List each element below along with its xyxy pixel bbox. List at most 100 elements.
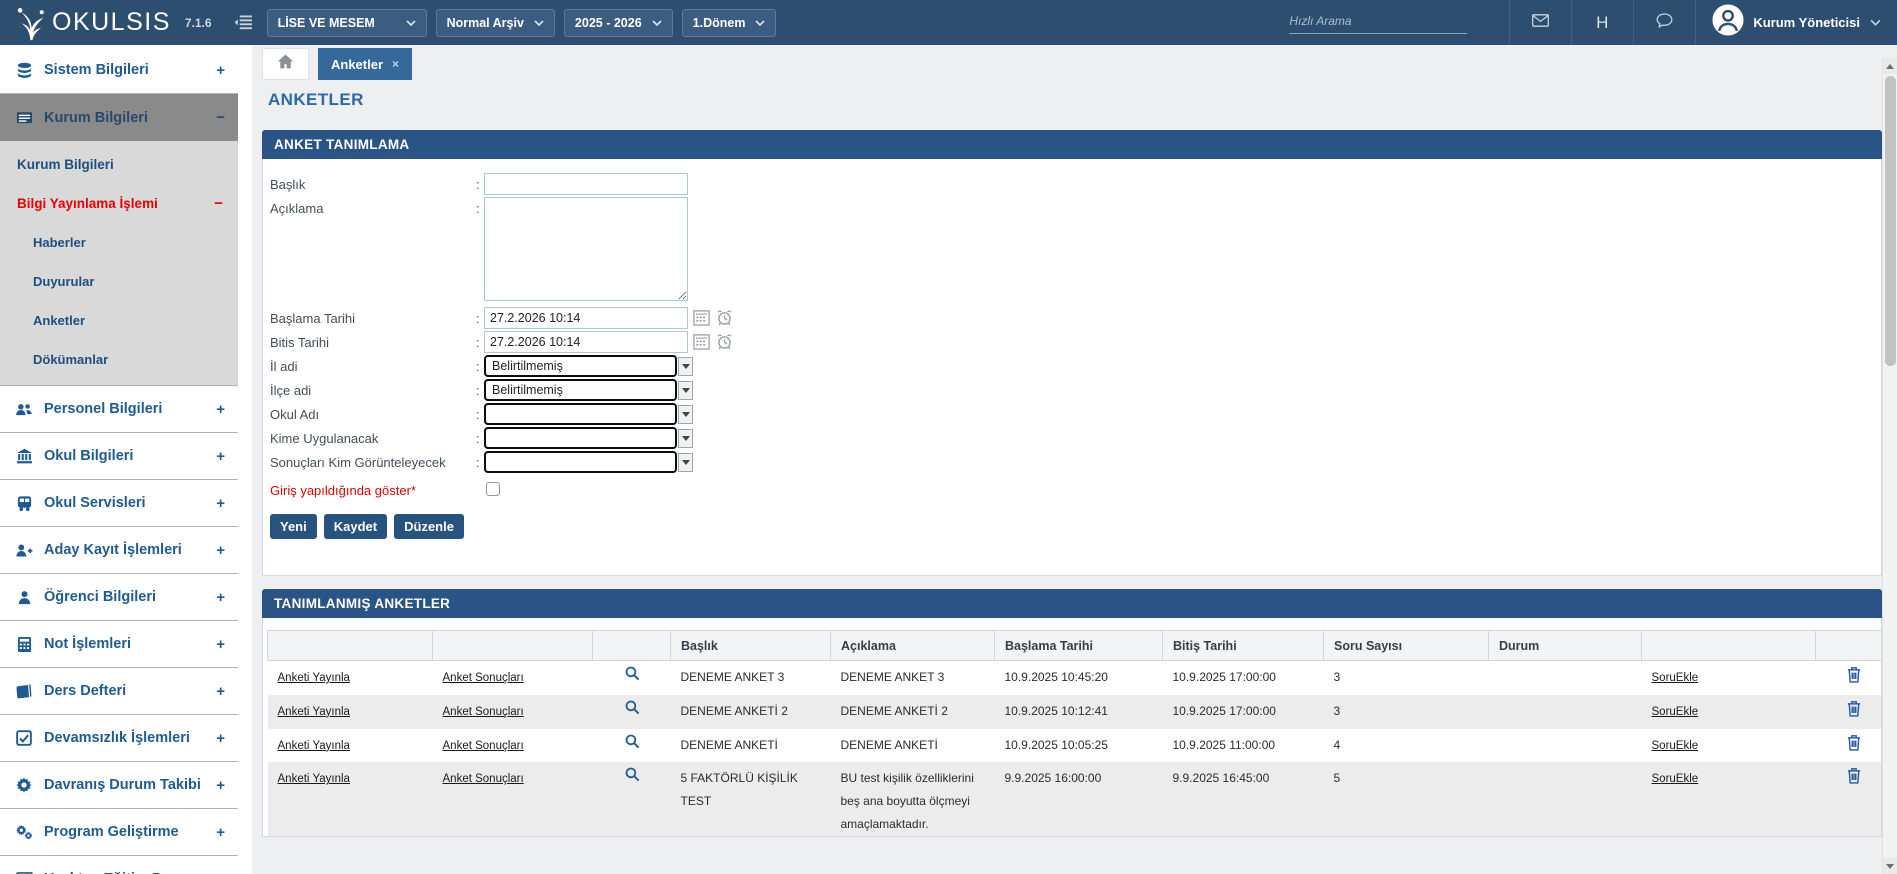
start-date-field[interactable] (484, 307, 688, 329)
archive-select[interactable]: Normal Arşiv (435, 8, 555, 37)
sidebar-collapse-icon[interactable] (234, 15, 253, 30)
column-header-blank-10 (1815, 630, 1881, 661)
magnifier-icon[interactable] (625, 734, 640, 752)
survey-title: 5 FAKTÖRLÜ KİŞİLİK TEST (680, 771, 798, 809)
end-date-field[interactable] (484, 331, 688, 353)
dropdown-arrow-icon[interactable] (678, 405, 693, 424)
sidebar-item-label: Okul Servisleri (44, 495, 146, 511)
school-type-select[interactable]: LİSE VE MESEM (266, 8, 427, 37)
dropdown-arrow-icon[interactable] (678, 453, 693, 472)
sidebar-item-uzaktan-egitim-programi[interactable]: Uzaktan Eğitim Programı+ (0, 856, 238, 874)
sidebar-item-okul-bilgileri[interactable]: Okul Bilgileri + (0, 433, 238, 480)
feedback-button[interactable] (1633, 0, 1695, 45)
clock-icon[interactable] (716, 309, 734, 327)
sidebar-item-aday-kayit-i-slemleri[interactable]: Aday Kayıt İşlemleri + (0, 527, 238, 574)
edit-button[interactable]: Düzenle (394, 514, 464, 539)
bank-icon (14, 448, 34, 464)
scroll-down-arrow-icon[interactable] (1883, 858, 1897, 874)
publish-survey-link[interactable]: Anketi Yayınla (277, 672, 350, 684)
table-cell: Anketi Yayınla (267, 762, 433, 836)
trash-icon[interactable] (1847, 700, 1861, 720)
school-year-select[interactable]: 2025 - 2026 (563, 8, 673, 37)
content-scrollbar-thumb[interactable] (1885, 76, 1896, 366)
sidebar-subitem-anketler[interactable]: Anketler (0, 301, 238, 340)
add-question-link[interactable]: SoruEkle (1651, 672, 1699, 684)
tab-home[interactable] (262, 48, 309, 80)
label-separator: : (476, 407, 480, 422)
target-audience-select[interactable] (484, 427, 693, 449)
sidebar-item-ders-defteri[interactable]: Ders Defteri + (0, 668, 238, 715)
column-header-baslik: Başlık (670, 630, 831, 661)
table-cell: Anket Sonuçları (433, 729, 593, 763)
sidebar-item-okul-servisleri[interactable]: Okul Servisleri + (0, 480, 238, 527)
chevron-down-icon (652, 19, 662, 26)
sidebar-item-program-gelistirme[interactable]: Program Geliştirme + (0, 809, 238, 856)
sidebar-subitem-dokumanlar[interactable]: Dökümanlar (0, 340, 238, 379)
add-question-link[interactable]: SoruEkle (1651, 705, 1699, 718)
results-viewer-select[interactable] (484, 451, 693, 473)
survey-end-date: 10.9.2025 17:00:00 (1172, 703, 1276, 718)
calendar-icon[interactable] (693, 309, 711, 327)
magnifier-icon[interactable] (625, 666, 640, 684)
new-button[interactable]: Yeni (270, 514, 317, 539)
dropdown-arrow-icon[interactable] (678, 357, 693, 376)
expand-plus-icon: + (216, 541, 225, 559)
term-select[interactable]: 1.Dönem (681, 8, 777, 37)
publish-survey-link[interactable]: Anketi Yayınla (277, 705, 350, 718)
school-select[interactable] (484, 403, 693, 425)
main-content: Anketler × ANKETLER ANKET TANIMLAMA Başl… (252, 45, 1897, 874)
close-icon[interactable]: × (392, 57, 400, 71)
sidebar-item-sistem-bilgileri[interactable]: Sistem Bilgileri + (0, 47, 238, 94)
survey-title: DENEME ANKETİ 2 (680, 703, 788, 718)
sidebar-item-davranis-durum-takibi[interactable]: Davranış Durum Takibi + (0, 762, 238, 809)
show-on-login-checkbox[interactable] (486, 482, 500, 496)
content-scrollbar[interactable] (1882, 58, 1897, 874)
description-field[interactable] (484, 197, 688, 301)
sidebar-item-not-i-slemleri[interactable]: Not İşlemleri + (0, 621, 238, 668)
tab-anketler[interactable]: Anketler × (318, 48, 413, 80)
surveys-table: Başlık Açıklama Başlama Tarihi Bitiş Tarihi… (267, 630, 1882, 836)
publish-survey-link[interactable]: Anketi Yayınla (277, 739, 350, 752)
user-menu[interactable]: Kurum Yöneticisi (1695, 0, 1897, 45)
save-button[interactable]: Kaydet (323, 514, 388, 539)
table-cell: Anket Sonuçları (432, 762, 593, 836)
sidebar-subitem-kurum-bilgileri[interactable]: Kurum Bilgileri (0, 145, 238, 184)
add-question-link[interactable]: SoruEkle (1651, 739, 1699, 752)
trash-icon[interactable] (1847, 768, 1861, 787)
dropdown-arrow-icon[interactable] (678, 429, 693, 448)
label-separator: : (476, 335, 480, 350)
sidebar-item-devamsizlik-i-slemleri[interactable]: Devamsızlık İşlemleri + (0, 715, 238, 762)
table-cell: Anket Sonuçları (433, 661, 593, 695)
magnifier-icon[interactable] (625, 700, 640, 718)
sidebar-item-kurum-bilgileri[interactable]: Kurum Bilgileri − (0, 94, 238, 141)
publish-survey-link[interactable]: Anketi Yayınla (277, 773, 350, 786)
magnifier-icon[interactable] (625, 768, 640, 785)
quick-search-input[interactable] (1289, 13, 1468, 28)
shortcut-button[interactable]: H (1571, 0, 1633, 45)
dropdown-arrow-icon[interactable] (678, 381, 693, 400)
trash-icon[interactable] (1847, 667, 1861, 686)
scroll-up-arrow-icon[interactable] (1883, 58, 1897, 74)
clock-icon[interactable] (716, 333, 734, 351)
column-header-soru-sayisi: Soru Sayısı (1323, 630, 1489, 661)
sidebar-subitem-bilgi-yayinlama-i-slemi[interactable]: Bilgi Yayınlama İşlemi − (0, 184, 238, 223)
survey-row: Anketi Yayınla Anket Sonuçları DENEME ANKE… (268, 729, 1882, 763)
survey-results-link[interactable]: Anket Sonuçları (442, 705, 524, 718)
sidebar-subitem-haberler[interactable]: Haberler (0, 223, 238, 262)
district-select[interactable]: Belirtilmemiş (484, 379, 693, 401)
title-field[interactable] (484, 173, 688, 195)
sidebar-subitem-duyurular[interactable]: Duyurular (0, 262, 238, 301)
app-logo[interactable]: OKULSIS 7.1.6 (0, 4, 212, 42)
messages-button[interactable] (1509, 0, 1571, 45)
calendar-icon[interactable] (693, 333, 711, 351)
add-question-link[interactable]: SoruEkle (1651, 773, 1699, 786)
sidebar-item-ogrenci-bilgileri[interactable]: Öğrenci Bilgileri + (0, 574, 238, 621)
province-select[interactable]: Belirtilmemiş (484, 355, 693, 377)
sidebar-item-personel-bilgileri[interactable]: Personel Bilgileri + (0, 386, 238, 433)
trash-icon[interactable] (1847, 734, 1861, 754)
survey-results-link[interactable]: Anket Sonuçları (442, 739, 524, 752)
sidebar-item-label: Aday Kayıt İşlemleri (44, 542, 182, 558)
survey-results-link[interactable]: Anket Sonuçları (442, 773, 524, 786)
quick-search (1289, 12, 1468, 34)
survey-results-link[interactable]: Anket Sonuçları (442, 672, 524, 684)
